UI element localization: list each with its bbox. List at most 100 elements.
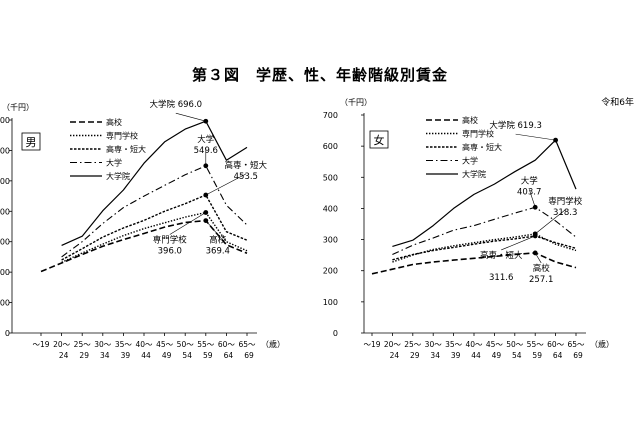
data-label: 318.3 — [553, 208, 577, 218]
x-tick-label: 60～ — [547, 340, 565, 349]
x-tick-label: 29 — [79, 351, 89, 360]
x-tick-label: 50～ — [177, 340, 195, 349]
x-tick-label: 39 — [121, 351, 131, 360]
y-tick-label: 00 — [0, 207, 10, 216]
legend-label: 大学院 — [462, 169, 486, 179]
legend-label: 大学 — [462, 156, 478, 166]
y-tick-label: 00 — [0, 238, 10, 247]
series-line — [392, 235, 577, 261]
x-tick-label: 59 — [532, 351, 542, 360]
data-label: 専門学校 — [548, 196, 583, 207]
x-tick-label: 54 — [512, 351, 522, 360]
x-tick-label: 55～ — [527, 340, 545, 349]
data-label: 高専・短大 — [225, 160, 268, 171]
data-label: 453.5 — [234, 172, 258, 182]
x-tick-label: 49 — [162, 351, 172, 360]
page-title: 第３図 学歴、性、年齢階級別賃金 — [191, 66, 448, 84]
x-tick-label: 44 — [141, 351, 151, 360]
x-tick-label: 39 — [451, 351, 461, 360]
panel-label-box — [369, 130, 389, 149]
x-unit-label: （歳） — [590, 339, 614, 349]
data-label: 大学院 696.0 — [150, 99, 203, 110]
y-tick-label: 00 — [0, 268, 10, 277]
x-tick-label: 65～ — [567, 340, 585, 349]
data-label: 大学 — [521, 175, 539, 186]
data-label: 403.7 — [517, 187, 541, 197]
x-tick-label: 20～ — [53, 340, 71, 349]
x-tick-label: 64 — [224, 351, 234, 360]
x-tick-label: 64 — [553, 351, 563, 360]
y-tick-label: 100 — [323, 298, 338, 307]
y-tick-label: 400 — [323, 204, 338, 213]
x-tick-label: 24 — [390, 351, 400, 360]
data-label: 大学 — [197, 134, 215, 145]
y-tick-label: 200 — [323, 267, 338, 276]
series-line — [371, 252, 577, 275]
y-tick-label: 700 — [323, 111, 338, 120]
x-tick-label: 45～ — [156, 340, 174, 349]
x-tick-label: 25～ — [74, 340, 92, 349]
y-tick-label: 0 — [5, 329, 10, 338]
series-line — [61, 211, 248, 264]
x-tick-label: 44 — [471, 351, 481, 360]
y-tick-label: 500 — [323, 173, 338, 182]
legend-label: 高校 — [462, 115, 478, 125]
y-tick-label: 0 — [333, 329, 338, 338]
legend-label: 専門学校 — [106, 131, 138, 141]
series-line — [61, 120, 248, 246]
data-point-marker — [203, 118, 209, 124]
x-tick-label: 54 — [182, 351, 192, 360]
series-line — [392, 233, 577, 263]
legend-label: 高専・短大 — [462, 142, 502, 152]
x-tick-label: 30～ — [94, 340, 112, 349]
panel-label: 女 — [374, 133, 385, 147]
data-label: 高校 — [209, 235, 227, 246]
y-tick-label: 00 — [0, 299, 10, 308]
data-label: 高校 — [533, 263, 551, 274]
x-tick-label: 50～ — [506, 340, 524, 349]
annotation-leader — [169, 212, 206, 235]
x-unit-label: （歳） — [261, 339, 285, 349]
x-tick-label: ～19 — [32, 340, 49, 349]
annotation-leader — [205, 173, 246, 196]
x-tick-label: 34 — [430, 351, 440, 360]
y-tick-label: 00 — [0, 146, 10, 155]
annotation-leader — [205, 220, 219, 235]
panel-label: 男 — [26, 136, 37, 149]
x-tick-label: 40～ — [135, 340, 153, 349]
y-tick-label: 00 — [0, 177, 10, 186]
x-tick-label: 25～ — [404, 340, 422, 349]
data-label: 257.1 — [529, 275, 553, 285]
data-point-marker — [203, 210, 209, 215]
legend-label: 大学 — [106, 158, 122, 168]
x-tick-label: 30～ — [425, 340, 443, 349]
x-tick-label: 49 — [492, 351, 502, 360]
data-point-marker — [553, 137, 558, 143]
x-tick-label: 69 — [244, 351, 254, 360]
x-tick-label: 29 — [410, 351, 420, 360]
x-tick-label: 24 — [59, 351, 69, 360]
annotation-leader — [501, 235, 536, 251]
data-point-marker — [532, 204, 538, 210]
data-label: 高専・短大 — [480, 250, 523, 261]
data-point-marker — [203, 163, 209, 169]
panel-label-box — [21, 132, 41, 151]
x-tick-label: 60～ — [218, 340, 236, 349]
annotation-leader — [534, 252, 542, 264]
x-tick-label: 20～ — [384, 340, 402, 349]
x-tick-label: 40～ — [465, 340, 483, 349]
x-tick-label: 65～ — [238, 340, 256, 349]
annotation-leader — [528, 189, 536, 208]
series-line — [392, 139, 577, 247]
annotation-leader — [535, 209, 566, 235]
y-tick-label: 300 — [323, 236, 338, 245]
y-tick-label: 00 — [0, 116, 10, 125]
x-tick-label: 34 — [100, 351, 110, 360]
x-tick-label: 55～ — [197, 340, 215, 349]
x-tick-label: 35～ — [115, 340, 133, 349]
data-label: 専門学校 — [153, 235, 188, 246]
series-line — [392, 206, 577, 256]
header-note: 令和6年 — [601, 96, 634, 108]
